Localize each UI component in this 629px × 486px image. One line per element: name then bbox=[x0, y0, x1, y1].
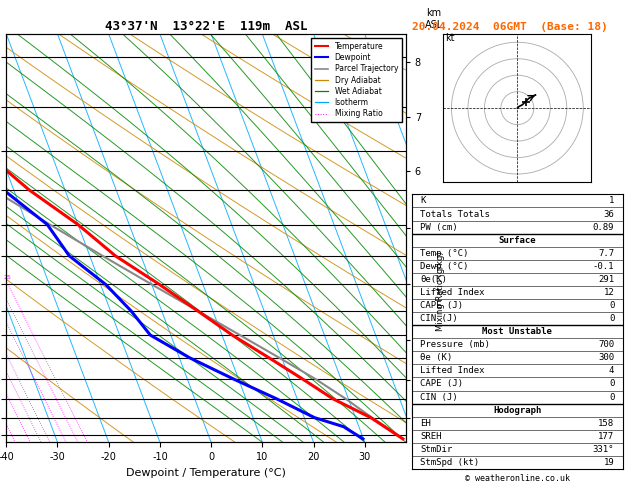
Text: Pressure (mb): Pressure (mb) bbox=[420, 340, 490, 349]
Text: 300: 300 bbox=[598, 353, 615, 363]
Legend: Temperature, Dewpoint, Parcel Trajectory, Dry Adiabat, Wet Adiabat, Isotherm, Mi: Temperature, Dewpoint, Parcel Trajectory… bbox=[311, 38, 402, 122]
Text: LCL: LCL bbox=[409, 408, 425, 417]
Title: 43°37'N  13°22'E  119m  ASL: 43°37'N 13°22'E 119m ASL bbox=[105, 20, 307, 33]
Text: CAPE (J): CAPE (J) bbox=[420, 380, 464, 388]
Text: -0.1: -0.1 bbox=[593, 262, 615, 271]
Text: 331°: 331° bbox=[593, 445, 615, 454]
Text: 12: 12 bbox=[604, 288, 615, 297]
Text: 0: 0 bbox=[609, 393, 615, 401]
X-axis label: Dewpoint / Temperature (°C): Dewpoint / Temperature (°C) bbox=[126, 468, 286, 478]
Text: CIN (J): CIN (J) bbox=[420, 393, 458, 401]
Text: 4: 4 bbox=[609, 366, 615, 375]
Text: 25: 25 bbox=[4, 276, 12, 280]
Text: Surface: Surface bbox=[499, 236, 536, 244]
Text: CIN (J): CIN (J) bbox=[420, 314, 458, 323]
Text: 158: 158 bbox=[598, 419, 615, 428]
Text: Lifted Index: Lifted Index bbox=[420, 366, 485, 375]
Text: 291: 291 bbox=[598, 275, 615, 284]
Text: kt: kt bbox=[445, 33, 454, 43]
Text: 7.7: 7.7 bbox=[598, 249, 615, 258]
Text: Mixing Ratio (g/kg): Mixing Ratio (g/kg) bbox=[436, 252, 445, 331]
Text: 1: 1 bbox=[609, 196, 615, 206]
Text: K: K bbox=[420, 196, 426, 206]
Text: 0: 0 bbox=[609, 314, 615, 323]
Text: Lifted Index: Lifted Index bbox=[420, 288, 485, 297]
Text: CAPE (J): CAPE (J) bbox=[420, 301, 464, 310]
Text: 20.04.2024  06GMT  (Base: 18): 20.04.2024 06GMT (Base: 18) bbox=[412, 22, 608, 32]
Text: 0.89: 0.89 bbox=[593, 223, 615, 232]
Text: 36: 36 bbox=[604, 209, 615, 219]
Text: km
ASL: km ASL bbox=[425, 8, 443, 30]
Text: 19: 19 bbox=[604, 458, 615, 467]
Text: Temp (°C): Temp (°C) bbox=[420, 249, 469, 258]
Text: 0: 0 bbox=[609, 380, 615, 388]
Text: θe(K): θe(K) bbox=[420, 275, 447, 284]
Text: θe (K): θe (K) bbox=[420, 353, 453, 363]
Text: Hodograph: Hodograph bbox=[493, 406, 542, 415]
Text: Totals Totals: Totals Totals bbox=[420, 209, 490, 219]
Text: EH: EH bbox=[420, 419, 431, 428]
Text: 177: 177 bbox=[598, 432, 615, 441]
Text: SREH: SREH bbox=[420, 432, 442, 441]
Text: © weatheronline.co.uk: © weatheronline.co.uk bbox=[465, 474, 569, 483]
Text: StmSpd (kt): StmSpd (kt) bbox=[420, 458, 479, 467]
Text: 700: 700 bbox=[598, 340, 615, 349]
Text: Most Unstable: Most Unstable bbox=[482, 327, 552, 336]
Text: PW (cm): PW (cm) bbox=[420, 223, 458, 232]
Text: 0: 0 bbox=[609, 301, 615, 310]
Text: StmDir: StmDir bbox=[420, 445, 453, 454]
Text: Dewp (°C): Dewp (°C) bbox=[420, 262, 469, 271]
